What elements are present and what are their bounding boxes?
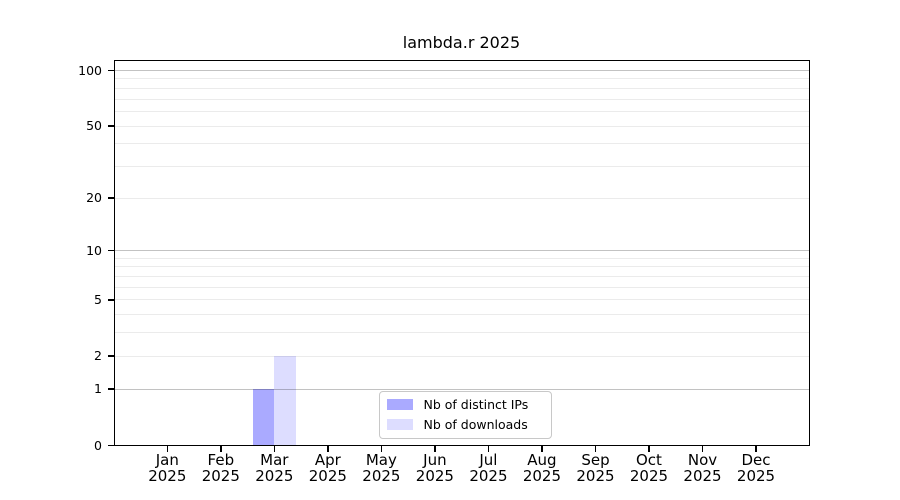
minor-gridline-y2 — [113, 355, 810, 357]
x-tick-month: Aug — [527, 451, 557, 469]
major-gridline-y10 — [113, 250, 810, 252]
x-tick-year: 2025 — [362, 466, 401, 485]
plot-area — [113, 60, 810, 446]
y-tick-mark-1 — [107, 388, 114, 390]
x-tick-mark-feb — [220, 445, 222, 452]
x-tick-label-jun: Jun 2025 — [403, 451, 467, 485]
x-tick-month: May — [365, 451, 397, 469]
x-tick-year: 2025 — [308, 466, 347, 485]
x-tick-year: 2025 — [201, 466, 240, 485]
y-tick-mark-0 — [107, 444, 114, 447]
y-tick-label: 10 — [86, 242, 102, 258]
x-tick-label-feb: Feb 2025 — [189, 451, 253, 485]
x-tick-label-mar: Mar 2025 — [242, 451, 306, 485]
x-tick-month: Jan — [155, 451, 179, 469]
y-tick-label: 100 — [78, 62, 102, 78]
y-tick-mark-20 — [107, 197, 114, 199]
y-tick-label: 1 — [94, 381, 102, 397]
minor-gridline-y40 — [113, 143, 810, 145]
chart-title: lambda.r 2025 — [402, 33, 521, 52]
legend-item-downloads: Nb of downloads — [380, 415, 551, 436]
x-tick-year: 2025 — [736, 466, 776, 485]
legend-swatch-downloads — [386, 419, 413, 431]
bar-nb-of-downloads-mar — [274, 356, 296, 446]
x-tick-mark-mar — [273, 445, 276, 452]
x-tick-month: Feb — [207, 451, 235, 469]
x-tick-year: 2025 — [629, 466, 669, 485]
x-tick-mark-jul — [487, 445, 490, 452]
x-tick-year: 2025 — [415, 466, 454, 485]
minor-gridline-y3 — [113, 332, 810, 334]
x-tick-mark-jun — [434, 445, 436, 452]
y-tick-mark-5 — [107, 299, 114, 301]
minor-gridline-y30 — [113, 165, 810, 167]
x-tick-year: 2025 — [148, 466, 187, 485]
x-tick-year: 2025 — [576, 466, 615, 485]
x-tick-label-jan: Jan 2025 — [135, 451, 199, 485]
major-gridline-y100 — [113, 70, 810, 72]
x-tick-month: Nov — [687, 451, 718, 469]
x-tick-mark-may — [380, 445, 383, 452]
x-tick-label-aug: Aug 2025 — [510, 451, 574, 485]
x-tick-year: 2025 — [683, 466, 722, 485]
minor-gridline-y9 — [113, 257, 810, 259]
minor-gridline-y80 — [113, 87, 810, 89]
y-tick-mark-50 — [107, 125, 114, 127]
x-tick-year: 2025 — [469, 466, 508, 485]
minor-gridline-y5 — [113, 299, 810, 301]
minor-gridline-y4 — [113, 314, 810, 316]
x-tick-mark-nov — [701, 445, 704, 452]
x-tick-year: 2025 — [522, 466, 562, 485]
y-tick-mark-10 — [107, 249, 114, 252]
y-tick-label: 2 — [94, 348, 102, 364]
y-tick-mark-100 — [107, 69, 114, 72]
minor-gridline-y60 — [113, 110, 810, 112]
minor-gridline-y20 — [113, 197, 810, 199]
x-tick-label-may: May 2025 — [349, 451, 413, 485]
x-tick-label-jul: Jul 2025 — [456, 451, 520, 485]
y-tick-label: 20 — [86, 190, 102, 206]
major-gridline-y1 — [113, 388, 810, 390]
x-tick-label-sep: Sep 2025 — [563, 451, 627, 485]
y-tick-label: 50 — [86, 118, 102, 134]
x-tick-month: Dec — [741, 451, 771, 469]
x-tick-month: Sep — [581, 451, 610, 469]
x-tick-label-oct: Oct 2025 — [617, 451, 681, 485]
x-tick-mark-aug — [541, 445, 543, 452]
x-tick-mark-jan — [166, 445, 169, 452]
x-tick-mark-sep — [594, 445, 597, 452]
x-tick-label-dec: Dec 2025 — [724, 451, 788, 485]
legend: Nb of distinct IPs Nb of downloads — [378, 390, 552, 439]
bar-nb-of-distinct-ips-mar — [253, 389, 275, 446]
minor-gridline-y6 — [113, 286, 810, 288]
x-tick-month: Mar — [260, 451, 289, 469]
legend-label-downloads: Nb of downloads — [423, 417, 528, 433]
minor-gridline-y70 — [113, 98, 810, 100]
x-tick-mark-dec — [755, 445, 757, 452]
x-tick-mark-oct — [648, 445, 650, 452]
y-tick-mark-2 — [107, 355, 114, 357]
x-tick-month: Oct — [636, 451, 662, 469]
minor-gridline-y50 — [113, 125, 810, 127]
x-tick-month: Apr — [314, 451, 341, 469]
minor-gridline-y7 — [113, 276, 810, 278]
x-tick-label-apr: Apr 2025 — [296, 451, 360, 485]
y-tick-label: 0 — [94, 437, 102, 453]
legend-swatch-distinct-ips — [386, 398, 413, 410]
x-tick-month: Jun — [423, 451, 447, 469]
x-tick-year: 2025 — [255, 466, 294, 485]
x-tick-mark-apr — [327, 445, 329, 452]
minor-gridline-y8 — [113, 266, 810, 268]
legend-item-distinct-ips: Nb of distinct IPs — [380, 394, 551, 415]
minor-gridline-y90 — [113, 78, 810, 80]
y-tick-label: 5 — [94, 291, 102, 307]
x-tick-label-nov: Nov 2025 — [671, 451, 735, 485]
x-tick-month: Jul — [479, 451, 498, 469]
legend-label-distinct-ips: Nb of distinct IPs — [423, 396, 529, 412]
